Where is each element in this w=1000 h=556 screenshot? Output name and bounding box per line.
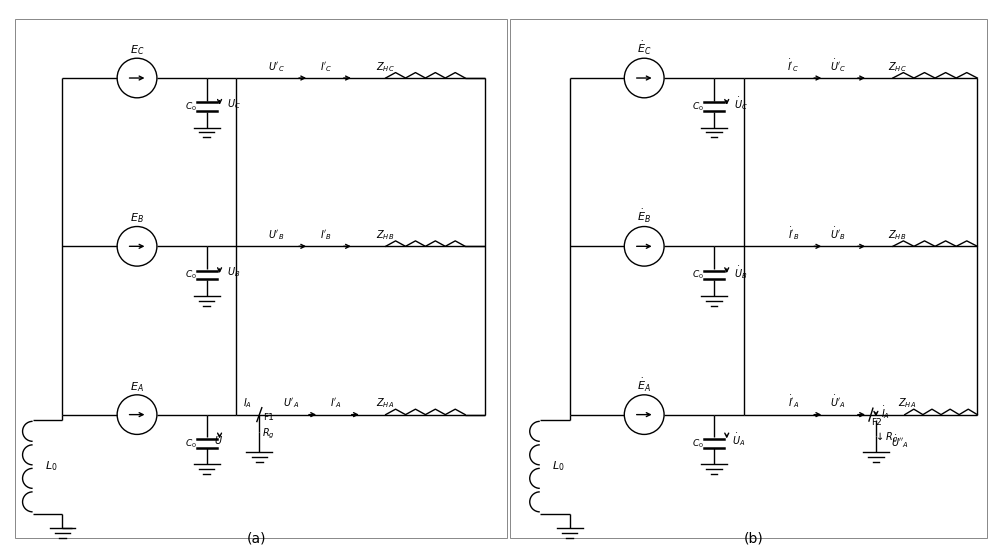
Text: $\dot{U}'_B$: $\dot{U}'_B$: [830, 225, 846, 242]
Text: $\dot{E}_A$: $\dot{E}_A$: [637, 376, 651, 394]
Text: $C_0$: $C_0$: [692, 101, 704, 113]
Text: $\dot{E}_B$: $\dot{E}_B$: [637, 208, 651, 225]
Text: $\dot{I}'_A$: $\dot{I}'_A$: [788, 393, 799, 410]
Text: $R_g$: $R_g$: [262, 427, 275, 441]
Text: $I_A$: $I_A$: [243, 396, 252, 410]
Text: $E_B$: $E_B$: [130, 212, 144, 225]
Text: $\dot{U}''_A$: $\dot{U}''_A$: [891, 433, 908, 450]
Text: $C_0$: $C_0$: [692, 269, 704, 281]
Text: (b): (b): [744, 532, 763, 545]
Text: $\dot{E}_C$: $\dot{E}_C$: [637, 40, 651, 57]
Text: $U'_A$: $U'_A$: [283, 396, 299, 410]
Text: $\dot{U}_A$: $\dot{U}_A$: [732, 431, 745, 448]
Text: $C_0$: $C_0$: [185, 101, 197, 113]
Bar: [15, 18, 507, 538]
Text: $\dot{U}_C$: $\dot{U}_C$: [734, 95, 748, 112]
Text: $\downarrow\boldsymbol{R_g}$: $\downarrow\boldsymbol{R_g}$: [874, 431, 899, 445]
Text: $\dot{U}'_A$: $\dot{U}'_A$: [830, 393, 846, 410]
Text: $Z_{HB}$: $Z_{HB}$: [376, 229, 394, 242]
Text: $U_C$: $U_C$: [227, 97, 240, 111]
Text: $C_0$: $C_0$: [185, 269, 197, 281]
Text: $Z_{HA}$: $Z_{HA}$: [898, 396, 916, 410]
Text: $E_C$: $E_C$: [130, 43, 144, 57]
Text: F2: F2: [871, 418, 882, 426]
Text: $Z_{HC}$: $Z_{HC}$: [888, 60, 907, 74]
Text: $C_0$: $C_0$: [692, 437, 704, 450]
Text: $U$: $U$: [214, 434, 223, 446]
Text: $U'_B$: $U'_B$: [268, 229, 284, 242]
Text: $I'_A$: $I'_A$: [330, 396, 342, 410]
Text: $I'_C$: $I'_C$: [320, 60, 332, 74]
Text: $Z_{HC}$: $Z_{HC}$: [376, 60, 394, 74]
Text: $C_0$: $C_0$: [185, 437, 197, 450]
Text: $U'_C$: $U'_C$: [268, 60, 285, 74]
Text: (a): (a): [247, 532, 266, 545]
Text: $L_0$: $L_0$: [45, 460, 57, 474]
Text: $U_B$: $U_B$: [227, 265, 240, 279]
Bar: [510, 18, 987, 538]
Text: $\dot{I}'_C$: $\dot{I}'_C$: [787, 57, 799, 74]
Text: $Z_{HB}$: $Z_{HB}$: [888, 229, 906, 242]
Text: $\dot{I}'_B$: $\dot{I}'_B$: [788, 225, 799, 242]
Text: $Z_{HA}$: $Z_{HA}$: [376, 396, 394, 410]
Text: $\dot{I}_A$: $\dot{I}_A$: [881, 404, 890, 421]
Text: $L_0$: $L_0$: [552, 460, 564, 474]
Text: $\dot{U}'_C$: $\dot{U}'_C$: [830, 57, 846, 74]
Text: $\dot{U}_B$: $\dot{U}_B$: [734, 264, 747, 281]
Text: $E_A$: $E_A$: [130, 380, 144, 394]
Text: F1: F1: [263, 413, 274, 421]
Text: $I'_B$: $I'_B$: [320, 229, 332, 242]
